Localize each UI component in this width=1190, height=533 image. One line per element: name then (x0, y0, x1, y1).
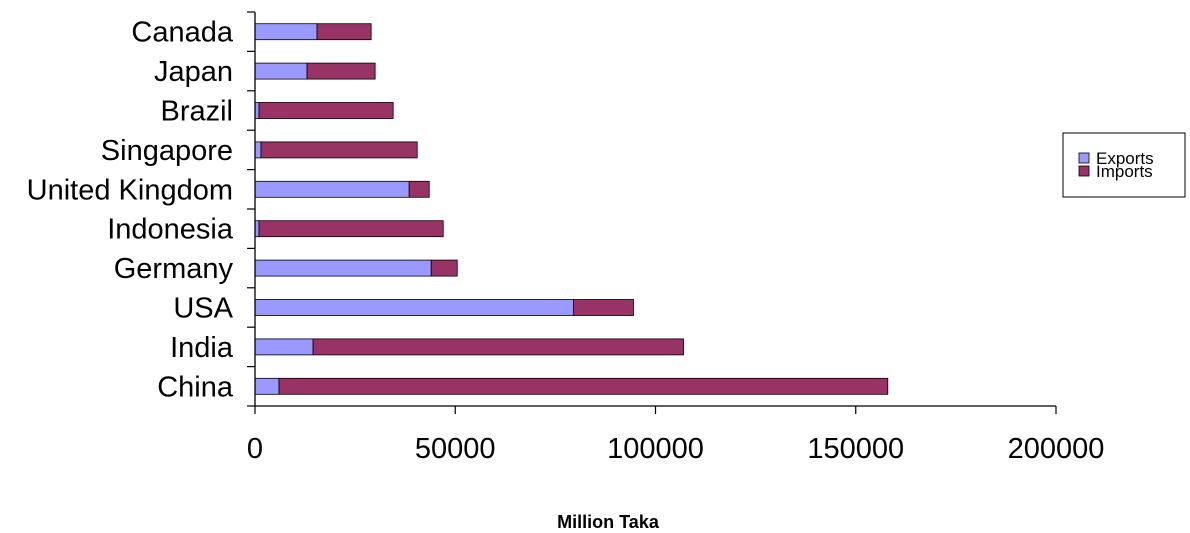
category-label-canada: Canada (131, 17, 233, 49)
bar-exports-japan (254, 62, 308, 80)
category-label-china: China (157, 371, 234, 403)
bar-exports-united-kingdom (254, 180, 410, 198)
legend-swatch-exports (1078, 152, 1090, 164)
bar-imports-united-kingdom (408, 180, 430, 198)
category-label-singapore: Singapore (101, 135, 233, 167)
x-tick-labels: 0 50000 100000 150000 200000 (247, 433, 1104, 465)
x-axis-title: Million Taka (557, 512, 660, 532)
category-label-brazil: Brazil (160, 96, 233, 128)
bar-imports-germany (430, 259, 458, 277)
x-tick-label: 150000 (807, 433, 904, 465)
bar-exports-germany (254, 259, 432, 277)
category-label-united-kingdom: United Kingdom (27, 174, 233, 206)
category-label-india: India (170, 332, 234, 364)
bar-imports-indonesia (258, 220, 444, 238)
bar-exports-china (254, 377, 280, 395)
bar-layer (254, 23, 889, 395)
legend-label-imports: Imports (1096, 162, 1153, 181)
bar-exports-usa (254, 299, 574, 316)
bar-imports-canada (316, 23, 372, 41)
legend-label-exports: Exports (1096, 149, 1154, 168)
x-tick-label: 0 (247, 433, 263, 465)
bar-imports-brazil (258, 102, 394, 119)
category-label-japan: Japan (154, 56, 233, 88)
bar-imports-india (312, 338, 684, 356)
bar-exports-singapore (254, 141, 262, 159)
bar-imports-japan (306, 62, 376, 80)
bar-imports-usa (572, 299, 634, 316)
bar-exports-india (254, 338, 314, 356)
bar-exports-canada (254, 23, 318, 41)
category-labels: China India USA Germany Indonesia United King… (27, 17, 234, 404)
category-label-usa: USA (173, 293, 233, 325)
legend-swatch-imports (1078, 165, 1090, 177)
bar-imports-china (278, 377, 889, 395)
category-label-indonesia: Indonesia (107, 214, 234, 246)
bar-imports-singapore (260, 141, 418, 159)
legend: Exports Imports (1062, 132, 1186, 198)
category-label-germany: Germany (114, 253, 234, 285)
x-tick-label: 200000 (1008, 433, 1105, 465)
x-tick-label: 100000 (607, 433, 704, 465)
legend-box (1062, 132, 1186, 198)
axes (247, 11, 1057, 414)
x-tick-label: 50000 (415, 433, 496, 465)
